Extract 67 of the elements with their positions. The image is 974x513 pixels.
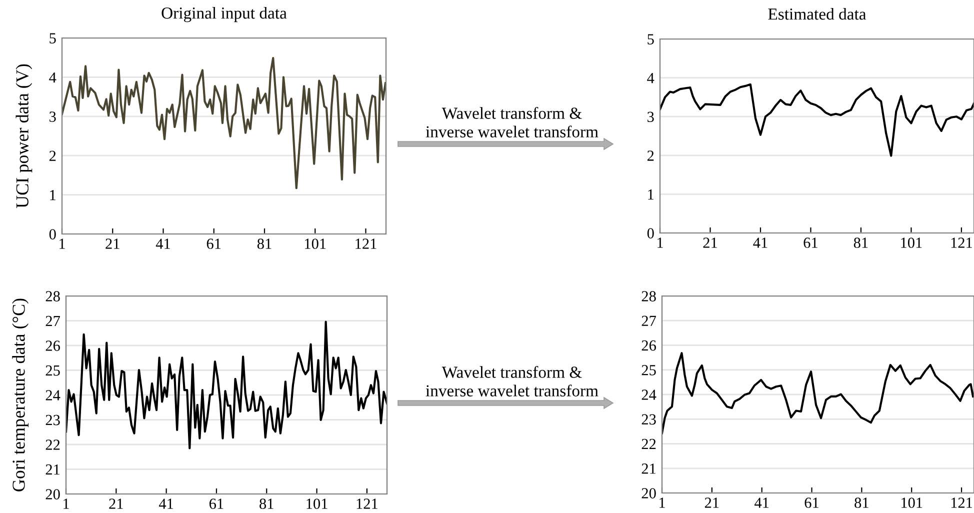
y-tick-label: 0 [647,228,654,238]
x-tick-label: 121 [951,238,972,248]
y-tick-label: 27 [46,316,60,326]
y-tick-label: 2 [49,150,56,161]
y-tick-label: 1 [648,189,654,200]
y-tick-label: 21 [46,464,60,475]
y-tick-label: 20 [642,488,656,498]
line-series [662,352,974,434]
y-tick-label: 23 [642,414,656,425]
y-tick-label: 0 [49,229,56,240]
y-tick-label: 4 [647,73,654,84]
x-tick-label: 101 [306,498,328,509]
x-tick-label: 61 [804,238,818,248]
x-tick-label: 1 [64,498,69,509]
x-tick-label: 41 [156,238,170,249]
text: Wavelet transform & inverse wavelet transform [426,106,598,138]
x-tick-label: 101 [901,238,922,248]
x-tick-label: 121 [356,238,376,249]
y-tick-label: 28 [46,291,60,302]
y-tick-label: 25 [46,365,60,376]
x-tick-label: 101 [901,498,922,508]
y-tick-label: 4 [49,72,56,82]
y-tick-label: 25 [642,365,656,376]
y-tick-label: 26 [46,340,60,351]
y-tick-label: 24 [642,390,656,400]
x-tick-label: 41 [753,238,768,248]
x-tick-label: 101 [305,238,326,249]
line-series [660,83,974,157]
y-axis-title: Gori temperature data (°C) [12,298,28,492]
x-tick-label: 121 [356,498,378,509]
x-tick-label: 61 [209,498,224,509]
x-tick-label: 61 [804,498,818,508]
x-tick-label: 21 [106,238,120,249]
y-tick-label: 2 [647,150,654,161]
y-tick-label: 23 [46,414,60,426]
x-tick-label: 61 [206,238,221,249]
y-tick-label: 28 [642,291,656,302]
x-tick-label: 1 [660,498,665,508]
chart-title: Estimated data [768,8,866,20]
y-tick-label: 20 [46,489,60,500]
y-tick-label: 22 [46,440,60,450]
y-tick-label: 3 [648,112,654,122]
x-tick-label: 41 [158,498,174,509]
y-tick-label: 27 [642,316,656,326]
x-tick-label: 21 [704,498,719,508]
x-tick-label: 121 [951,498,972,508]
text: Wavelet transform & inverse wavelet transform [426,366,598,396]
chart-title: Original input data [162,6,287,22]
y-tick-label: 1 [50,190,56,200]
y-axis-title: UCI power data (V) [16,64,32,208]
y-tick-label: 24 [46,390,60,400]
line-series [66,320,387,450]
x-tick-label: 21 [109,498,123,509]
y-tick-label: 5 [50,33,56,44]
line-series [62,56,386,190]
y-tick-label: 26 [642,340,656,351]
y-tick-label: 5 [648,34,654,44]
y-tick-label: 22 [642,438,656,450]
x-tick-label: 81 [257,238,272,249]
x-tick-label: 21 [703,238,717,248]
y-tick-label: 3 [50,112,56,122]
x-tick-label: 1 [658,238,663,248]
x-tick-label: 41 [754,498,769,508]
x-tick-label: 81 [260,498,274,509]
y-tick-label: 21 [642,464,656,474]
x-tick-label: 81 [854,498,868,508]
x-tick-label: 81 [854,238,868,248]
